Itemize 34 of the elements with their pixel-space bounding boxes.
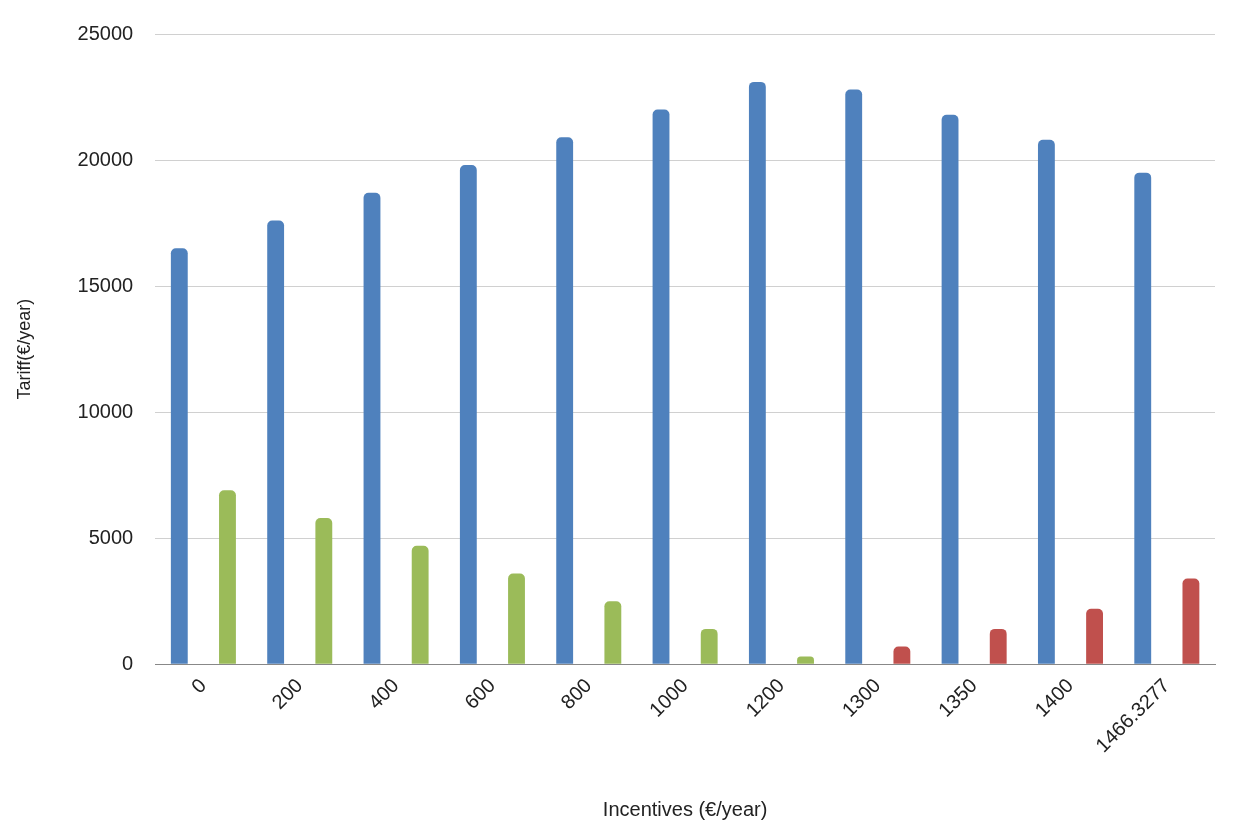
bar (845, 89, 863, 664)
y-tick-label: 15000 (77, 273, 134, 296)
y-axis-title: Tariff(€/year) (13, 298, 34, 400)
bar (267, 220, 285, 664)
bar (219, 490, 236, 664)
bar (604, 601, 622, 664)
bar (459, 165, 477, 664)
x-tick-label: 800 (556, 673, 596, 713)
bar (748, 81, 766, 664)
y-tick-label: 5000 (88, 525, 134, 548)
bar (941, 114, 959, 664)
bar (556, 137, 574, 664)
bar (893, 646, 911, 664)
bar (170, 248, 188, 664)
bar (1134, 172, 1152, 664)
bar (700, 628, 718, 664)
bar (652, 109, 670, 664)
x-tick-label: 0 (186, 673, 211, 698)
y-tick-label: 20000 (77, 147, 134, 170)
bar (363, 192, 381, 664)
bar (1182, 578, 1200, 664)
bar (989, 628, 1007, 664)
x-tick-label: 200 (267, 673, 307, 713)
x-axis-title: Incentives (€/year) (602, 797, 768, 820)
bar (315, 517, 333, 664)
x-tick-label: 400 (363, 673, 403, 713)
bar (508, 573, 525, 664)
x-tick-label: 600 (459, 673, 500, 713)
bar (1037, 139, 1055, 664)
y-tick-label: 10000 (77, 399, 134, 422)
y-tick-label: 0 (122, 651, 134, 674)
bar (411, 545, 429, 664)
bar (1086, 608, 1103, 664)
y-tick-label: 25000 (77, 21, 134, 44)
